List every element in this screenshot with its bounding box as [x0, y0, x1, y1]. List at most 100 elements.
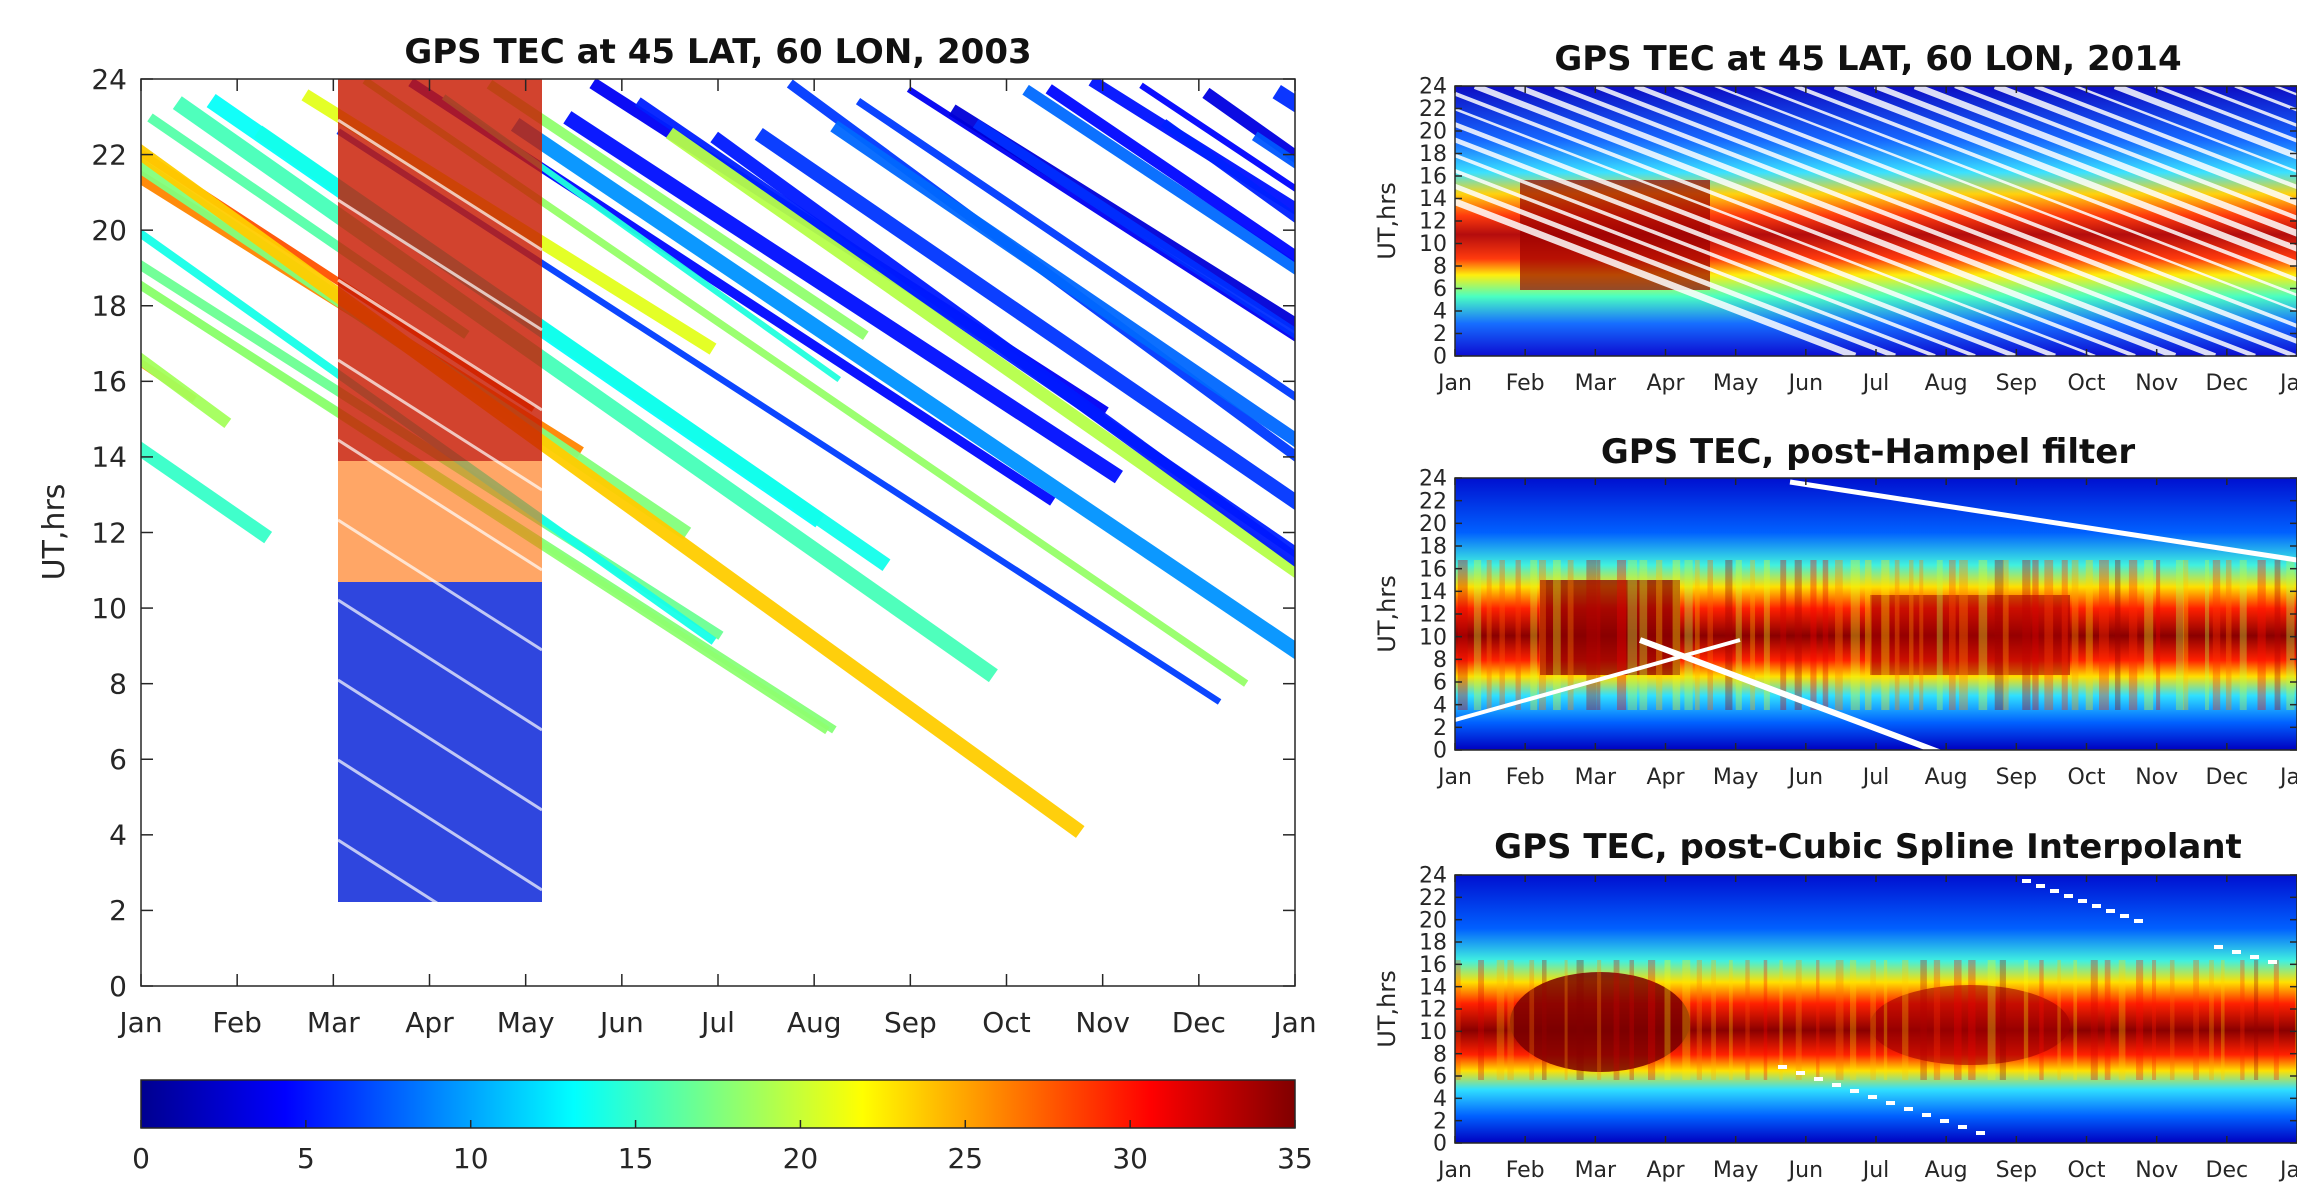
tec-column — [1735, 560, 1742, 710]
tec-column — [1567, 560, 1574, 710]
tec-column — [1902, 960, 1909, 1080]
y-tick-label: 4 — [109, 819, 127, 852]
gap-streak — [1455, 198, 1857, 356]
gap-dot — [2064, 894, 2073, 898]
tec-column — [2225, 560, 2232, 710]
x-tick-label: Sep — [1996, 765, 2037, 790]
tec-column — [2220, 960, 2225, 1080]
y-tick-label: 8 — [1433, 1042, 1447, 1067]
gap-dot — [2232, 950, 2241, 954]
colorbar-ticks: 0 5 10 15 20 25 30 35 — [132, 1120, 1313, 1175]
x-tick-label: Jul — [1861, 371, 1890, 396]
tec-column — [1835, 560, 1843, 710]
tec-column — [1486, 560, 1492, 710]
tec-streak — [141, 352, 232, 428]
tec-column — [2257, 560, 2266, 710]
y-tick-label: 20 — [1419, 512, 1447, 537]
tec-column — [1496, 960, 1505, 1080]
colorbar-tick-label: 30 — [1112, 1142, 1148, 1175]
y-tick-label: 16 — [1419, 953, 1447, 978]
gap-dot — [1958, 1125, 1967, 1129]
y-tick-label: 8 — [109, 667, 127, 700]
tec-column — [1870, 960, 1876, 1080]
tec-column — [2273, 960, 2279, 1080]
y-tick-label: 6 — [109, 743, 127, 776]
tec-column — [2294, 960, 2297, 1080]
tec-streak — [710, 131, 1295, 567]
tec-column — [2169, 960, 2175, 1080]
tec-streak — [141, 143, 1085, 838]
panel2-ylabel: UT,hrs — [1373, 575, 1401, 652]
tec-column — [1596, 560, 1601, 710]
gap-dot — [1832, 1083, 1841, 1087]
tec-column — [2071, 560, 2079, 710]
tec-streak — [1022, 84, 1295, 275]
tec-column — [1684, 560, 1693, 710]
x-tick-label: Dec — [2206, 765, 2249, 790]
gap-streak — [1594, 86, 2296, 356]
colorbar-tick-label: 35 — [1277, 1142, 1313, 1175]
gap-dot — [1778, 1065, 1787, 1069]
tec-column — [1795, 960, 1802, 1080]
tec-column — [1539, 560, 1546, 710]
x-tick-label: Jan — [1271, 1006, 1316, 1039]
y-tick-label: 18 — [1419, 931, 1447, 956]
panel1-ylabel: UT,hrs — [1373, 182, 1401, 259]
tec-column — [2090, 960, 2098, 1080]
main-x-ticks: Jan Feb Mar Apr May Jun Jul Aug Sep Oct Nov Dec Jan — [117, 79, 1317, 1039]
x-tick-label: Jun — [1787, 765, 1823, 790]
x-tick-label: Jan — [2278, 765, 2297, 790]
gap-streak — [2154, 86, 2297, 143]
tec-column — [1656, 560, 1663, 710]
tec-column — [2136, 960, 2144, 1080]
gap-streak — [337, 518, 543, 652]
tec-column — [2209, 960, 2214, 1080]
x-tick-label: Mar — [1575, 371, 1617, 396]
tec-column — [1850, 560, 1860, 710]
gap-streak — [337, 598, 543, 732]
gap-dot — [1940, 1119, 1949, 1123]
gap-streak — [337, 358, 543, 492]
tec-column — [2240, 960, 2245, 1080]
tec-column — [1613, 960, 1620, 1080]
tec-column — [2193, 960, 2199, 1080]
tec-column — [2022, 560, 2031, 710]
panel3-heatmap — [1455, 875, 2297, 1143]
x-tick-label: May — [497, 1006, 555, 1039]
tec-column — [1822, 560, 1829, 710]
colorbar-gradient — [140, 1079, 1296, 1129]
tec-column — [1881, 560, 1890, 710]
x-tick-label: Nov — [1075, 1006, 1130, 1039]
gap-streak — [1638, 637, 1942, 750]
tec-column — [1553, 560, 1561, 710]
gap-dot — [2092, 904, 2101, 908]
gap-dot — [2078, 899, 2087, 903]
main-heatmap — [141, 79, 1295, 986]
y-tick-label: 10 — [1419, 232, 1447, 257]
tec-column — [1672, 560, 1681, 710]
tec-column — [2104, 960, 2111, 1080]
gap-streak — [1473, 86, 2177, 356]
gap-dot — [1814, 1077, 1823, 1081]
tec-column — [1894, 560, 1900, 710]
tec-streak — [754, 127, 1295, 511]
x-tick-label: Mar — [1575, 1158, 1617, 1182]
tec-streak — [1160, 119, 1295, 224]
y-tick-label: 18 — [1419, 142, 1447, 167]
colorbar-tick-label: 10 — [453, 1142, 489, 1175]
x-tick-label: Feb — [1506, 765, 1545, 790]
y-tick-label: 4 — [1433, 693, 1447, 718]
gap-dot — [1976, 1131, 1985, 1135]
gap-streak — [337, 438, 543, 572]
y-tick-label: 14 — [91, 441, 127, 474]
tec-column — [1576, 960, 1584, 1080]
tec-column — [1711, 960, 1716, 1080]
colorbar-tick-label: 15 — [618, 1142, 654, 1175]
x-tick-label: May — [1713, 765, 1758, 790]
x-tick-label: Oct — [2067, 765, 2105, 790]
x-tick-label: Aug — [787, 1006, 842, 1039]
tec-column — [2152, 960, 2157, 1080]
tec-streak — [486, 79, 869, 340]
panel2-x-ticks: Jan Feb Mar Apr May Jun Jul Aug Sep Oct Nov Dec Jan — [1436, 478, 2297, 790]
